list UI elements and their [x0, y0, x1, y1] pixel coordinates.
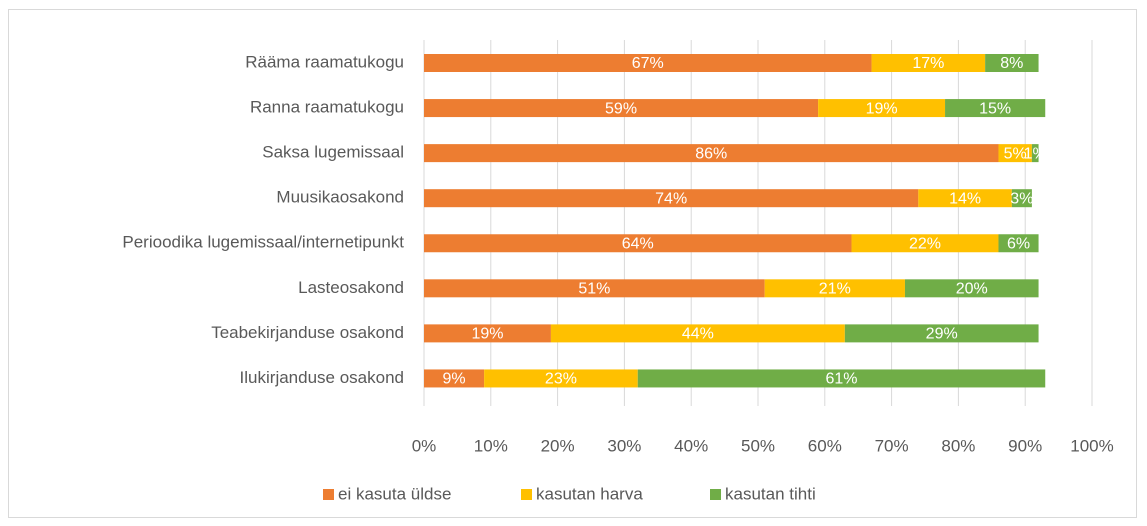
bar-segment	[945, 99, 1046, 118]
data-label: 20%	[956, 281, 988, 298]
bar-segment	[637, 369, 1046, 388]
data-label: 51%	[578, 281, 610, 298]
data-label: 59%	[605, 100, 637, 117]
x-tick-label: 30%	[607, 436, 641, 455]
data-label: 5%	[1004, 145, 1027, 162]
x-tick-label: 70%	[875, 436, 909, 455]
x-tick-label: 90%	[1008, 436, 1042, 455]
legend-swatch	[521, 489, 532, 500]
y-tick-label: Ilukirjanduse osakond	[240, 368, 404, 387]
bar-segment	[424, 144, 999, 163]
x-tick-label: 20%	[541, 436, 575, 455]
x-tick-label: 80%	[941, 436, 975, 455]
y-tick-label: Saksa lugemissaal	[262, 143, 404, 162]
bar-segment	[424, 54, 872, 72]
bar-segment	[998, 144, 1032, 163]
bar-segment	[424, 99, 819, 118]
x-tick-label: 60%	[808, 436, 842, 455]
data-label: 86%	[695, 145, 727, 162]
data-label: 17%	[912, 55, 944, 72]
legend-label: kasutan harva	[536, 484, 643, 503]
chart-border	[8, 9, 1137, 518]
y-tick-label: Lasteosakond	[298, 278, 404, 297]
x-tick-label: 0%	[412, 436, 437, 455]
data-label: 6%	[1007, 235, 1030, 252]
data-label: 14%	[949, 190, 981, 207]
x-tick-label: 40%	[674, 436, 708, 455]
bar-segment	[424, 234, 852, 253]
data-label: 74%	[655, 190, 687, 207]
bar-segment	[985, 54, 1039, 72]
data-label: 22%	[909, 235, 941, 252]
y-tick-label: Perioodika lugemissaal/internetipunkt	[122, 233, 404, 252]
y-tick-label: Rääma raamatukogu	[245, 52, 404, 71]
bar-segment	[424, 369, 485, 388]
data-label: 64%	[622, 235, 654, 252]
bar-segment	[818, 99, 946, 118]
data-label: 29%	[926, 326, 958, 343]
data-label: 19%	[471, 326, 503, 343]
data-label: 1%	[1024, 145, 1047, 162]
bar-segment	[484, 369, 638, 388]
data-label: 23%	[545, 371, 577, 388]
y-tick-label: Teabekirjanduse osakond	[211, 323, 404, 342]
data-label: 15%	[979, 100, 1011, 117]
legend-label: kasutan tihti	[725, 484, 816, 503]
x-tick-label: 100%	[1070, 436, 1113, 455]
bar-segment	[550, 324, 845, 343]
legend-swatch	[710, 489, 721, 500]
data-label: 44%	[682, 326, 714, 343]
legend-swatch	[323, 489, 334, 500]
y-tick-label: Muusikaosakond	[276, 188, 404, 207]
bar-segment	[918, 189, 1012, 208]
data-label: 9%	[442, 371, 465, 388]
bar-segment	[424, 324, 551, 343]
data-label: 19%	[866, 100, 898, 117]
y-tick-label: Ranna raamatukogu	[250, 98, 404, 117]
bar-segment	[1031, 144, 1039, 163]
data-label: 8%	[1000, 55, 1023, 72]
legend-label: ei kasuta üldse	[338, 484, 451, 503]
bar-segment	[764, 279, 905, 298]
bar-segment	[844, 324, 1039, 343]
data-label: 3%	[1010, 190, 1033, 207]
bar-segment	[998, 234, 1039, 253]
bar-segment	[424, 189, 919, 208]
bar-segment	[424, 279, 765, 298]
bar-segment	[851, 234, 999, 253]
data-label: 21%	[819, 281, 851, 298]
bar-segment	[871, 54, 986, 72]
data-label: 67%	[632, 55, 664, 72]
data-label: 61%	[825, 371, 857, 388]
x-tick-label: 10%	[474, 436, 508, 455]
bar-segment	[1011, 189, 1032, 208]
x-tick-label: 50%	[741, 436, 775, 455]
bar-segment	[904, 279, 1039, 298]
